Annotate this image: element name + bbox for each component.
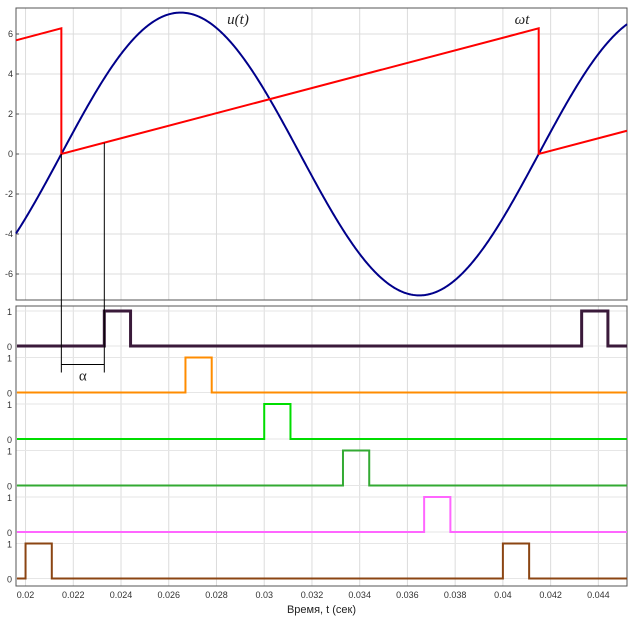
x-tick-label: 0.026: [157, 590, 180, 600]
gate-tick-zero: 0: [7, 575, 12, 585]
gate-pulse-line-3: [17, 403, 627, 440]
gate-tick-zero: 0: [7, 435, 12, 445]
gate-tick-one: 1: [7, 354, 12, 364]
gate-tick-zero: 0: [7, 342, 12, 352]
x-tick-label: 0.038: [444, 590, 467, 600]
gate-tick-one: 1: [7, 493, 12, 503]
gate-tick-one: 1: [7, 400, 12, 410]
x-tick-label: 0.02: [17, 590, 35, 600]
top-plot-grid: [16, 8, 627, 300]
gate-tick-zero: 0: [7, 482, 12, 492]
alpha-label: α: [79, 369, 87, 385]
gate-pulse-line-2: [17, 356, 627, 394]
y-tick-label: -2: [5, 189, 13, 199]
gate-plot-border: [15, 305, 628, 587]
x-tick-labels: 0.02 0.022 0.024 0.026 0.028 0.03 0.032 0.034 0.…: [17, 590, 610, 600]
x-tick-label: 0.032: [301, 590, 324, 600]
x-tick-label: 0.04: [494, 590, 512, 600]
gate-tick-one: 1: [7, 307, 12, 317]
x-tick-label: 0.044: [587, 590, 610, 600]
gate-series: [17, 309, 627, 580]
gate-tick-zero: 0: [7, 389, 12, 399]
y-tick-label: 0: [8, 149, 13, 159]
gate-tick-one: 1: [7, 540, 12, 550]
x-tick-label: 0.036: [396, 590, 419, 600]
series-omega-t-label: ωt: [515, 12, 531, 28]
y-tick-label: 4: [8, 69, 13, 79]
gate-pulse-line-5: [17, 496, 627, 533]
top-y-tick-labels: -6 -4 -2 0 2 4 6: [5, 29, 19, 279]
gate-tick-zero: 0: [7, 528, 12, 538]
top-series: [15, 11, 628, 297]
x-tick-label: 0.028: [205, 590, 228, 600]
x-tick-label: 0.022: [62, 590, 85, 600]
series-u-label: u(t): [227, 12, 249, 28]
gate-tick-one: 1: [7, 447, 12, 457]
gate-pulse-line-4: [17, 449, 627, 487]
y-tick-label: -4: [5, 229, 13, 239]
x-tick-label: 0.024: [110, 590, 133, 600]
x-axis-label: Время, t (сек): [287, 604, 356, 616]
gate-pulse-line-6: [17, 542, 627, 580]
x-tick-label: 0.042: [539, 590, 562, 600]
y-tick-label: 2: [8, 109, 13, 119]
curve-labels: u(t) ωt: [227, 12, 530, 28]
alpha-annotation: α: [60, 142, 105, 385]
x-tick-label: 0.03: [255, 590, 273, 600]
gate-plot-frame: [15, 305, 628, 587]
x-tick-label: 0.034: [348, 590, 371, 600]
y-tick-label: -6: [5, 269, 13, 279]
y-tick-label: 6: [8, 29, 13, 39]
series-u-line: [15, 11, 628, 297]
series-omega-t-line: [15, 27, 628, 156]
